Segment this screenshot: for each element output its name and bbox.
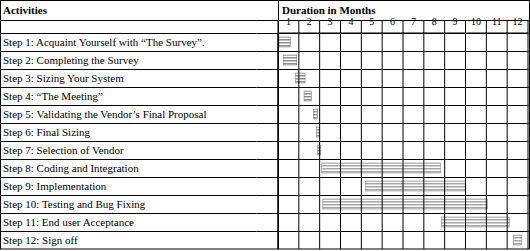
svg-text:3: 3 — [328, 16, 333, 27]
svg-text:Step 3: Sizing Your System: Step 3: Sizing Your System — [8, 72, 124, 84]
svg-text:Duration in Months: Duration in Months — [282, 4, 376, 16]
svg-text:Step 5: Validating the Vendor’: Step 5: Validating the Vendor’s Final Pr… — [8, 108, 207, 120]
svg-text:Step 11: End user Acceptance: Step 11: End user Acceptance — [8, 216, 134, 228]
svg-text:2: 2 — [307, 16, 312, 27]
svg-text:Step 1: Acquaint Yourself with: Step 1: Acquaint Yourself with “The Surv… — [8, 36, 205, 48]
svg-text:Step 6: Final Sizing: Step 6: Final Sizing — [8, 126, 91, 138]
svg-text:10: 10 — [471, 16, 481, 27]
svg-text:1: 1 — [286, 16, 291, 27]
svg-text:Step 7: Selection of Vendor: Step 7: Selection of Vendor — [8, 144, 124, 156]
svg-text:8: 8 — [432, 16, 437, 27]
svg-text:Activities: Activities — [8, 4, 48, 16]
svg-text:Step 9: Implementation: Step 9: Implementation — [8, 180, 107, 192]
svg-text:Step 12: Sign off: Step 12: Sign off — [8, 234, 78, 246]
svg-text:7: 7 — [411, 16, 416, 27]
svg-text:12: 12 — [513, 16, 522, 27]
svg-text:Step 2: Completing the Survey: Step 2: Completing the Survey — [8, 54, 139, 66]
svg-text:5: 5 — [369, 16, 374, 27]
svg-text:4: 4 — [348, 16, 353, 27]
svg-text:Step 10: Testing and Bug Fixin: Step 10: Testing and Bug Fixing — [8, 198, 146, 210]
svg-text:9: 9 — [453, 16, 458, 27]
svg-text:11: 11 — [492, 16, 502, 27]
svg-text:Step 8: Coding and Integration: Step 8: Coding and Integration — [8, 162, 139, 174]
svg-text:Step 4: “The Meeting”: Step 4: “The Meeting” — [8, 90, 103, 102]
svg-text:6: 6 — [390, 16, 395, 27]
